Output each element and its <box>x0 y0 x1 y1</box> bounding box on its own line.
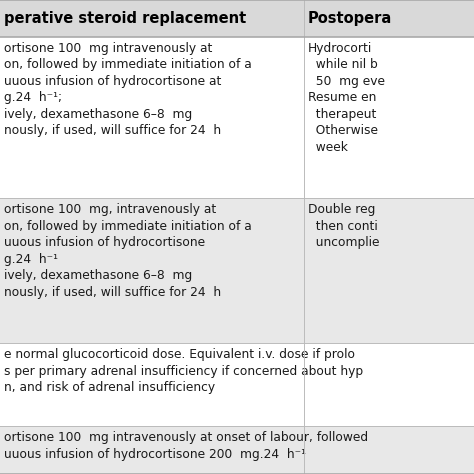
Bar <box>0 427 474 474</box>
Bar <box>0 0 474 37</box>
Text: Hydrocorti
  while nil b
  50  mg eve
Resume en
  therapeut
  Otherwise
  week: Hydrocorti while nil b 50 mg eve Resume … <box>308 42 385 154</box>
Bar <box>0 199 474 343</box>
Text: Postopera: Postopera <box>308 11 392 26</box>
Text: perative steroid replacement: perative steroid replacement <box>4 11 246 26</box>
Text: e normal glucocorticoid dose. Equivalent i.v. dose if prolo
s per primary adrena: e normal glucocorticoid dose. Equivalent… <box>4 348 363 394</box>
Text: ortisone 100  mg intravenously at
on, followed by immediate initiation of a
uuou: ortisone 100 mg intravenously at on, fol… <box>4 42 252 137</box>
Bar <box>0 343 474 427</box>
Text: ortisone 100  mg intravenously at onset of labour, followed
uuous infusion of hy: ortisone 100 mg intravenously at onset o… <box>4 431 368 461</box>
Text: Double reg
  then conti
  uncomplie: Double reg then conti uncomplie <box>308 203 380 249</box>
Text: ortisone 100  mg, intravenously at
on, followed by immediate initiation of a
uuo: ortisone 100 mg, intravenously at on, fo… <box>4 203 252 299</box>
Bar <box>0 37 474 199</box>
